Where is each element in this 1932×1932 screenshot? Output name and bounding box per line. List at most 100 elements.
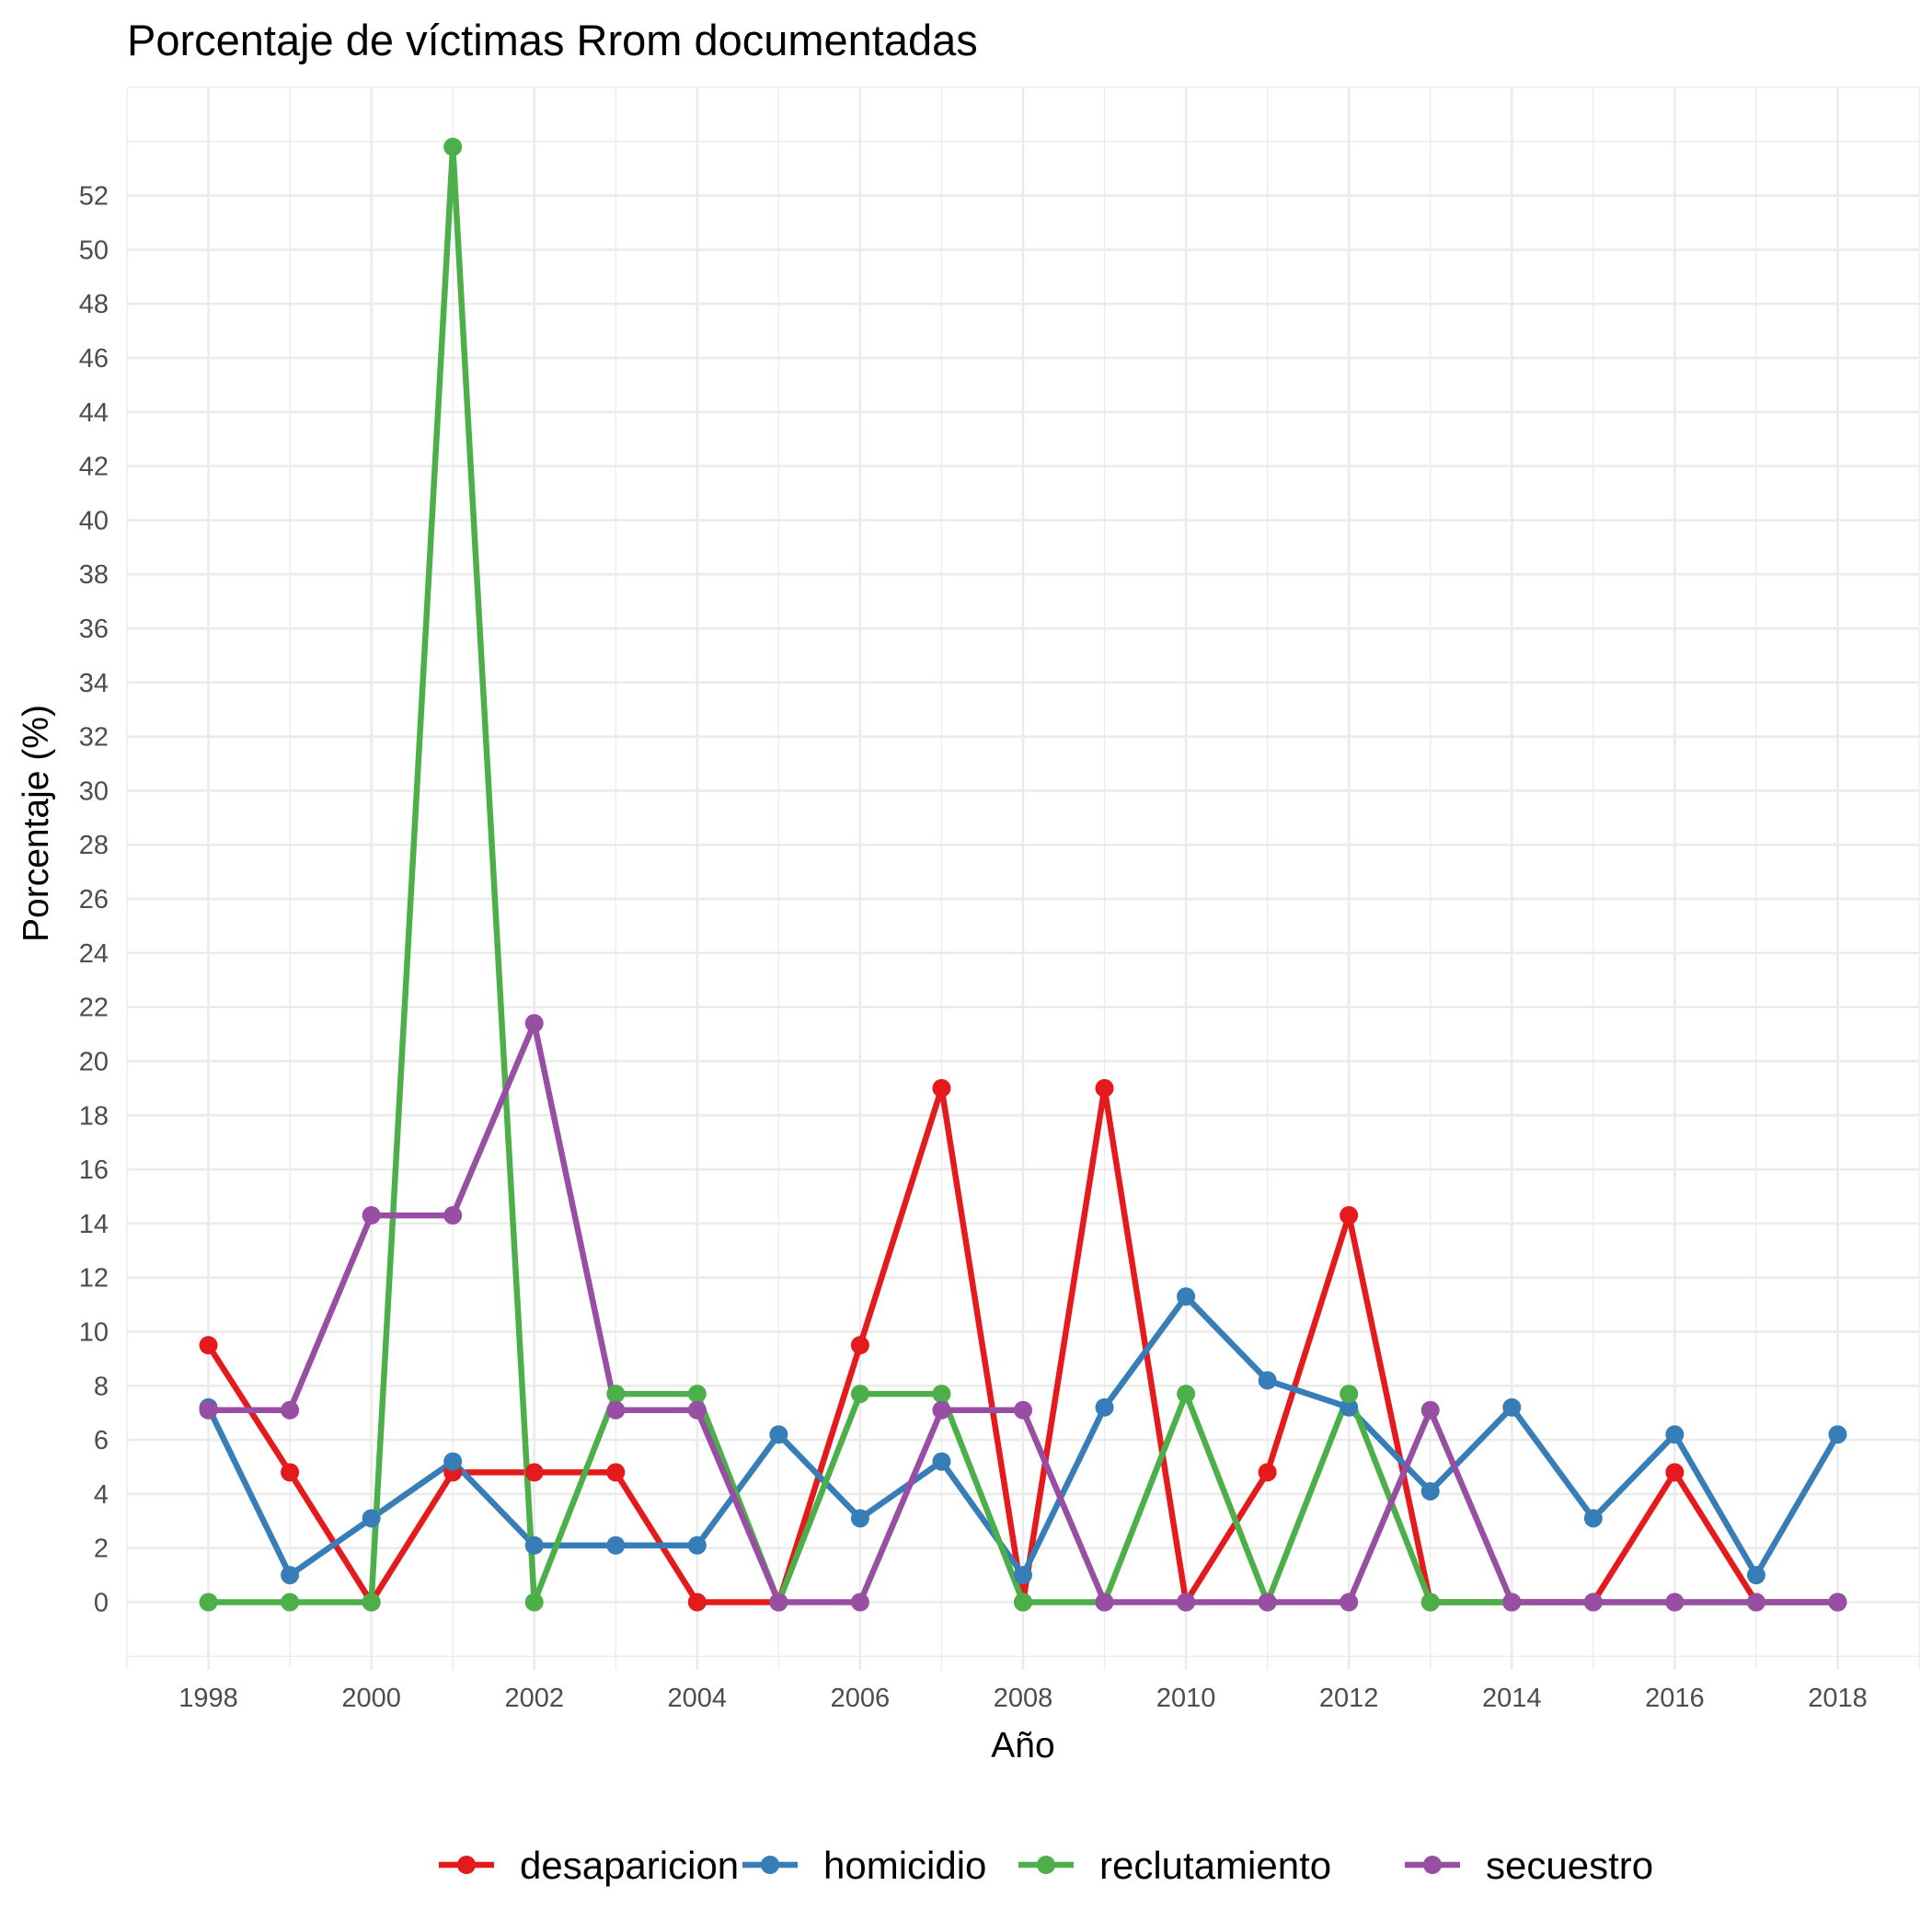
legend-label: homicidio [823,1844,986,1887]
data-point-desaparicion [524,1463,544,1482]
data-point-desaparicion [1258,1463,1277,1482]
y-tick-label: 16 [79,1156,109,1185]
data-point-desaparicion [932,1078,951,1098]
y-tick-label: 20 [79,1047,109,1076]
data-point-secuestro [1828,1593,1847,1612]
legend-key-point [1423,1856,1442,1874]
x-tick-label: 1998 [178,1684,238,1713]
data-point-desaparicion [199,1336,218,1355]
data-point-homicidio [606,1535,626,1555]
x-axis-ticks: 1998 2000 2002 2004 2006 2008 2010 2012 2014 2016… [178,1684,1867,1713]
data-point-secuestro [1177,1593,1196,1612]
x-tick-label: 2012 [1319,1684,1379,1713]
data-point-desaparicion [1340,1206,1359,1225]
y-tick-label: 0 [94,1588,109,1617]
data-point-secuestro [1014,1400,1032,1420]
data-point-secuestro [1420,1400,1440,1420]
data-point-reclutamiento [362,1593,381,1612]
y-tick-label: 34 [79,669,109,698]
y-tick-label: 26 [79,885,109,914]
data-point-homicidio [1340,1397,1359,1417]
data-point-desaparicion [687,1593,707,1612]
data-point-secuestro [362,1206,381,1225]
y-tick-label: 32 [79,723,109,753]
data-point-reclutamiento [524,1593,544,1612]
y-tick-label: 24 [79,939,109,969]
legend-item-desaparicion: desaparicion [439,1844,739,1887]
data-point-reclutamiento [1177,1385,1196,1404]
data-point-homicidio [932,1452,951,1471]
data-point-reclutamiento [606,1385,626,1404]
legend-item-reclutamiento: reclutamiento [1018,1844,1331,1887]
data-point-homicidio [362,1509,381,1528]
data-point-homicidio [1502,1397,1522,1417]
data-point-homicidio [1420,1481,1440,1501]
legend-item-secuestro: secuestro [1405,1844,1653,1887]
data-point-reclutamiento [281,1593,300,1612]
data-point-desaparicion [281,1463,300,1482]
data-point-desaparicion [1665,1463,1685,1482]
y-tick-label: 4 [94,1480,109,1510]
x-tick-label: 2000 [341,1684,401,1713]
x-tick-label: 2004 [668,1684,728,1713]
data-point-secuestro [1746,1593,1765,1612]
data-point-secuestro [1340,1593,1359,1612]
data-point-homicidio [1746,1566,1765,1585]
data-point-homicidio [1828,1425,1847,1444]
data-point-secuestro [850,1593,869,1612]
data-point-reclutamiento [443,137,463,156]
y-tick-label: 48 [79,290,109,319]
y-tick-label: 14 [79,1210,109,1239]
data-point-homicidio [1177,1287,1196,1306]
data-point-homicidio [850,1509,869,1528]
y-tick-label: 10 [79,1317,109,1347]
y-tick-label: 36 [79,615,109,644]
x-tick-label: 2018 [1808,1684,1868,1713]
data-point-secuestro [1583,1593,1603,1612]
data-point-secuestro [199,1400,218,1420]
data-point-secuestro [443,1206,463,1225]
data-point-homicidio [281,1566,300,1585]
data-point-reclutamiento [199,1593,218,1612]
data-point-homicidio [1095,1397,1114,1417]
data-point-secuestro [932,1400,951,1420]
data-point-secuestro [524,1014,544,1033]
legend-key-point [1037,1856,1055,1874]
legend: desaparicion homicidio reclutamiento secues… [439,1844,1653,1887]
data-point-secuestro [1665,1593,1685,1612]
y-tick-label: 40 [79,506,109,535]
data-point-homicidio [769,1425,788,1444]
data-point-homicidio [1258,1371,1277,1390]
data-point-desaparicion [850,1336,869,1355]
y-tick-label: 38 [79,560,109,590]
series-points [199,137,1847,1612]
y-tick-label: 52 [79,182,109,212]
data-point-secuestro [1502,1593,1522,1612]
data-point-homicidio [443,1452,463,1471]
data-point-desaparicion [606,1463,626,1482]
y-tick-label: 6 [94,1426,109,1455]
data-point-secuestro [769,1593,788,1612]
legend-label: reclutamiento [1099,1844,1331,1887]
y-tick-label: 18 [79,1101,109,1131]
x-tick-label: 2002 [504,1684,564,1713]
y-tick-label: 30 [79,776,109,806]
y-tick-label: 44 [79,398,109,428]
legend-label: secuestro [1486,1844,1653,1887]
y-tick-label: 8 [94,1372,109,1401]
x-tick-label: 2010 [1156,1684,1216,1713]
x-tick-label: 2008 [994,1684,1053,1713]
data-point-reclutamiento [1014,1593,1032,1612]
y-tick-label: 42 [79,453,109,482]
legend-item-homicidio: homicidio [742,1844,986,1887]
chart-title: Porcentaje de víctimas Rrom documentadas [127,16,978,64]
legend-key-point [457,1856,476,1874]
data-point-homicidio [1014,1566,1032,1585]
y-tick-label: 2 [94,1535,109,1564]
data-point-desaparicion [1095,1078,1114,1098]
y-tick-label: 28 [79,831,109,860]
data-point-secuestro [1258,1593,1277,1612]
x-tick-label: 2014 [1482,1684,1542,1713]
